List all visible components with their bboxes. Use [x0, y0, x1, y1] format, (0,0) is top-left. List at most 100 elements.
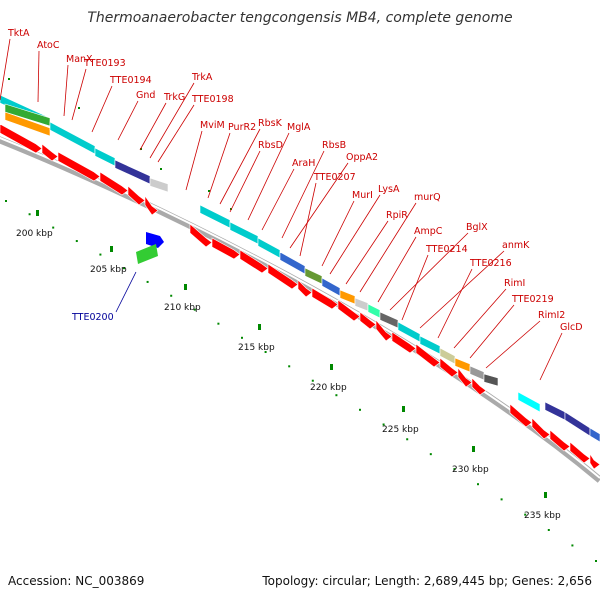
backbone-shadow — [0, 136, 600, 483]
cds-arrow — [415, 343, 441, 368]
scale-dot — [52, 226, 55, 229]
gene-label: RpiR — [386, 210, 408, 221]
ruler-label: 200 kbp — [16, 229, 53, 239]
gene-leader-line — [247, 132, 290, 221]
cds-arrow — [471, 377, 487, 396]
gene-label: TTE0207 — [313, 172, 356, 183]
cds-arrow — [127, 185, 146, 206]
gene-feature-band — [517, 391, 541, 413]
inner-gene-leader-line — [115, 271, 137, 313]
gene-leader-line — [91, 85, 113, 133]
gene-label: Gnd — [136, 90, 155, 101]
gene-label: TTE0216 — [469, 258, 512, 269]
topology-text: Topology: circular; Length: 2,689,445 bp… — [262, 574, 592, 588]
cds-arrow — [189, 223, 213, 248]
gene-label: BglX — [466, 222, 488, 233]
gene-label: RimI2 — [538, 310, 565, 321]
inner-feature-layer — [136, 232, 164, 264]
gene-leader-line — [329, 194, 381, 275]
gene-leader-line — [71, 68, 87, 121]
scale-dot — [264, 351, 267, 354]
cds-arrow — [439, 357, 459, 378]
gene-label: MurI — [352, 190, 373, 201]
gene-leader-line — [207, 132, 231, 199]
scale-dot — [123, 267, 125, 270]
gene-label: AraH — [292, 158, 315, 169]
gene-feature-band — [339, 289, 356, 305]
gene-label: TTE0219 — [511, 294, 554, 305]
gene-leader-line — [401, 254, 429, 321]
backbone-highlight — [0, 136, 600, 479]
ruler-tick — [258, 324, 261, 330]
gene-label: TrkA — [191, 72, 213, 83]
inner-cds-blue — [146, 232, 164, 248]
gene-feature-band — [114, 159, 151, 185]
cds-arrow — [375, 319, 393, 342]
scale-dot — [78, 107, 80, 109]
gene-leader-line — [157, 104, 195, 163]
gene-feature-band — [4, 111, 51, 137]
cds-arrow — [267, 263, 299, 290]
label-lines — [0, 38, 563, 381]
scale-dot — [453, 468, 456, 471]
scale-dot — [28, 213, 31, 216]
cds-arrow — [509, 403, 533, 428]
backbone-layer — [0, 136, 600, 483]
ruler-tick — [402, 406, 405, 412]
scale-dot — [208, 190, 210, 192]
scale-dot — [595, 560, 597, 562]
scale-dot — [500, 498, 503, 501]
gene-label: RbsK — [258, 118, 283, 129]
gene-leader-line — [389, 232, 469, 311]
ruler-tick — [544, 492, 547, 498]
gene-feature-band — [544, 401, 566, 421]
scale-dot — [170, 294, 173, 297]
ruler-layer: 200 kbp 205 kbp 210 kbp 215 kbp 220 kbp 225 k… — [16, 210, 561, 521]
cds-arrow — [391, 331, 417, 354]
ruler-tick — [110, 246, 113, 252]
gene-leader-line — [539, 332, 563, 381]
scale-dot — [288, 365, 291, 368]
gene-leader-line — [219, 128, 261, 205]
inner-feature-green — [136, 244, 158, 264]
gene-label: TktA — [7, 28, 30, 39]
cds-arrow — [337, 299, 361, 322]
gene-leader-line — [485, 320, 541, 369]
scale-dot — [99, 253, 102, 256]
scale-dot — [547, 528, 550, 531]
gene-label: RbsB — [322, 140, 346, 151]
gene-feature-band — [229, 221, 259, 245]
gene-label: GlcD — [560, 322, 583, 333]
scale-dot — [335, 394, 338, 397]
ruler-tick — [330, 364, 333, 370]
gene-label: TTE0194 — [109, 75, 152, 86]
scale-dot — [230, 208, 232, 210]
gene-label: RbsD — [258, 140, 283, 151]
gene-feature-band — [149, 177, 169, 193]
scale-dot — [241, 336, 243, 339]
gene-leader-line — [149, 82, 195, 159]
scale-dot — [524, 513, 527, 516]
gene-leader-line — [63, 64, 69, 117]
gene-label: ManX — [66, 54, 93, 65]
scale-dot — [5, 200, 7, 202]
gene-leader-line — [261, 168, 295, 231]
cds-arrow — [297, 279, 313, 298]
cds-arrow — [0, 123, 43, 154]
gene-feature-band — [367, 303, 381, 319]
ruler-tick — [184, 284, 187, 290]
ruler-tick — [36, 210, 39, 216]
gene-leader-line — [299, 182, 317, 257]
cds-arrow — [239, 249, 269, 274]
scale-dot — [146, 280, 149, 283]
scale-dot — [477, 483, 479, 486]
scale-dot — [382, 423, 385, 426]
gene-leader-line — [345, 220, 389, 285]
scale-dot — [359, 408, 361, 411]
gene-feature-band — [257, 237, 281, 259]
scale-dot — [160, 168, 162, 170]
gene-leader-line — [289, 162, 349, 249]
gene-leader-line — [37, 50, 40, 103]
